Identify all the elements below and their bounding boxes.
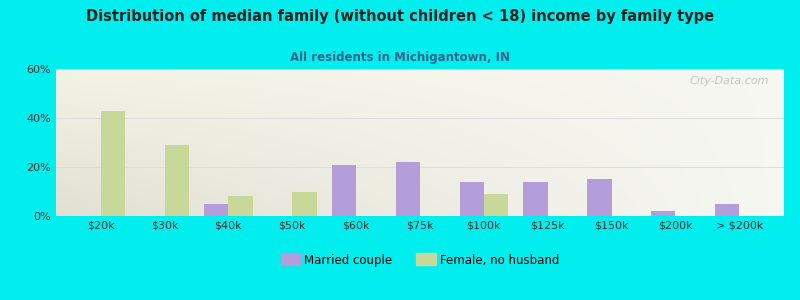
- Bar: [229, 196, 253, 216]
- Bar: [396, 162, 420, 216]
- Text: Distribution of median family (without children < 18) income by family type: Distribution of median family (without c…: [86, 9, 714, 24]
- Bar: [484, 194, 508, 216]
- Bar: [204, 204, 229, 216]
- Legend: Married couple, Female, no husband: Married couple, Female, no husband: [276, 249, 564, 272]
- Bar: [651, 211, 675, 216]
- Bar: [292, 191, 317, 216]
- Bar: [715, 204, 739, 216]
- Text: All residents in Michigantown, IN: All residents in Michigantown, IN: [290, 51, 510, 64]
- Bar: [101, 111, 125, 216]
- Text: City-Data.com: City-Data.com: [690, 76, 770, 86]
- Bar: [165, 145, 189, 216]
- Bar: [332, 164, 356, 216]
- Bar: [459, 182, 484, 216]
- Bar: [523, 182, 548, 216]
- Bar: [587, 179, 611, 216]
